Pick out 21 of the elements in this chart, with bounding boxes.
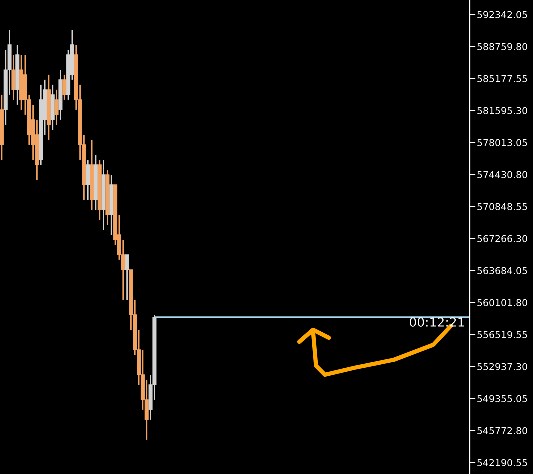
y-tick-label: 560101.80 <box>478 299 528 306</box>
y-tick-label: 588759.80 <box>478 43 528 50</box>
candlestick <box>86 159 90 201</box>
y-tick-label: 585177.55 <box>478 75 528 82</box>
y-tick-label: 549355.05 <box>478 395 528 402</box>
y-tick-label: 581595.30 <box>478 107 528 114</box>
y-tick-label: 556519.55 <box>478 331 528 338</box>
y-tick-label: 563684.05 <box>478 267 528 274</box>
candlestick <box>12 54 16 101</box>
y-tick-label: 542190.55 <box>478 459 528 466</box>
candlestick <box>62 74 67 101</box>
annotation: 00:12:21 <box>410 318 464 327</box>
y-tick-label: 570848.55 <box>478 203 528 210</box>
y-tick-label: 552937.30 <box>478 363 528 370</box>
y-tick-label: 592342.05 <box>478 11 528 18</box>
candlestick <box>54 89 59 126</box>
y-tick-label: 567266.30 <box>478 235 528 242</box>
candlestick <box>125 254 130 301</box>
y-tick-label: 574430.80 <box>478 171 528 178</box>
y-tick-label: 545772.80 <box>478 427 528 434</box>
y-tick-label: 578013.05 <box>478 139 528 146</box>
